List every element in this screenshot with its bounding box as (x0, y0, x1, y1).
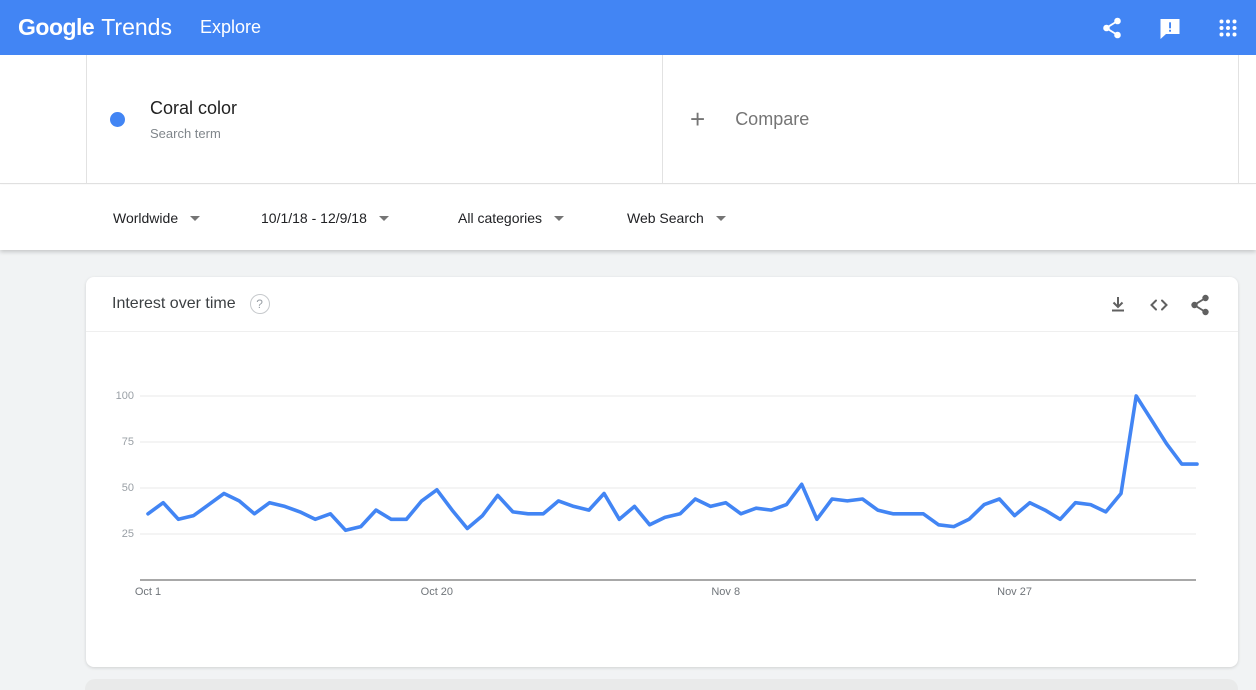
share-icon[interactable] (1100, 16, 1124, 40)
appbar-actions (1100, 0, 1240, 55)
embed-icon[interactable] (1147, 293, 1171, 317)
search-term-title: Coral color (150, 97, 238, 118)
y-tick-label: 100 (115, 390, 134, 402)
google-trends-logo[interactable]: Google Trends (18, 14, 172, 41)
filter-region-label: Worldwide (113, 209, 179, 226)
x-tick-label: Oct 1 (134, 586, 162, 598)
chevron-down-icon (554, 216, 565, 221)
share-icon[interactable] (1188, 293, 1212, 317)
filters-bar: Worldwide 10/1/18 - 12/9/18 All categori… (0, 185, 1256, 250)
download-icon[interactable] (1106, 293, 1130, 317)
plus-icon: + (690, 104, 706, 134)
filter-date-range[interactable]: 10/1/18 - 12/9/18 (261, 185, 389, 250)
next-card-top-edge (85, 679, 1238, 690)
chevron-down-icon (190, 216, 201, 221)
divider (662, 55, 663, 183)
logo-google-text: Google (18, 14, 95, 40)
compare-label: Compare (735, 108, 810, 129)
x-tick-label: Nov 8 (711, 586, 741, 598)
chart-actions (1106, 277, 1212, 332)
x-tick-label: Oct 20 (420, 586, 454, 598)
chevron-down-icon (715, 216, 726, 221)
filter-category[interactable]: All categories (458, 185, 565, 250)
trend-line[interactable] (146, 394, 1199, 533)
logo-trends-text: Trends (101, 14, 172, 40)
search-term-card[interactable]: Coral color Search term (86, 55, 662, 183)
y-tick-label: 50 (121, 482, 134, 494)
search-term-type: Search term (150, 125, 221, 141)
chart-title: Interest over time (112, 295, 236, 312)
divider (86, 55, 87, 183)
interest-over-time-chart[interactable] (86, 277, 1238, 667)
search-terms-row: Coral color Search term + Compare (0, 55, 1256, 184)
y-tick-label: 25 (121, 528, 134, 540)
filter-region[interactable]: Worldwide (113, 185, 201, 250)
apps-grid-icon[interactable] (1216, 16, 1240, 40)
search-term-text: Coral color Search term (150, 98, 237, 141)
y-tick-label: 75 (121, 436, 134, 448)
chart-card-header: Interest over time ? (86, 277, 1238, 332)
nav-explore[interactable]: Explore (200, 17, 262, 37)
help-icon[interactable]: ? (249, 294, 270, 314)
filter-category-label: All categories (458, 209, 543, 226)
series-color-dot (110, 111, 125, 127)
filter-search-type-label: Web Search (627, 209, 704, 226)
app-bar: Google Trends Explore (0, 0, 1256, 55)
chevron-down-icon (378, 216, 389, 221)
interest-over-time-card: Interest over time ? (86, 277, 1238, 667)
filter-search-type[interactable]: Web Search (627, 185, 726, 250)
filter-date-range-label: 10/1/18 - 12/9/18 (261, 209, 367, 226)
feedback-icon[interactable] (1158, 16, 1182, 40)
add-comparison-button[interactable]: + Compare (663, 55, 1238, 183)
x-tick-label: Nov 27 (997, 586, 1032, 598)
divider (1238, 55, 1239, 183)
